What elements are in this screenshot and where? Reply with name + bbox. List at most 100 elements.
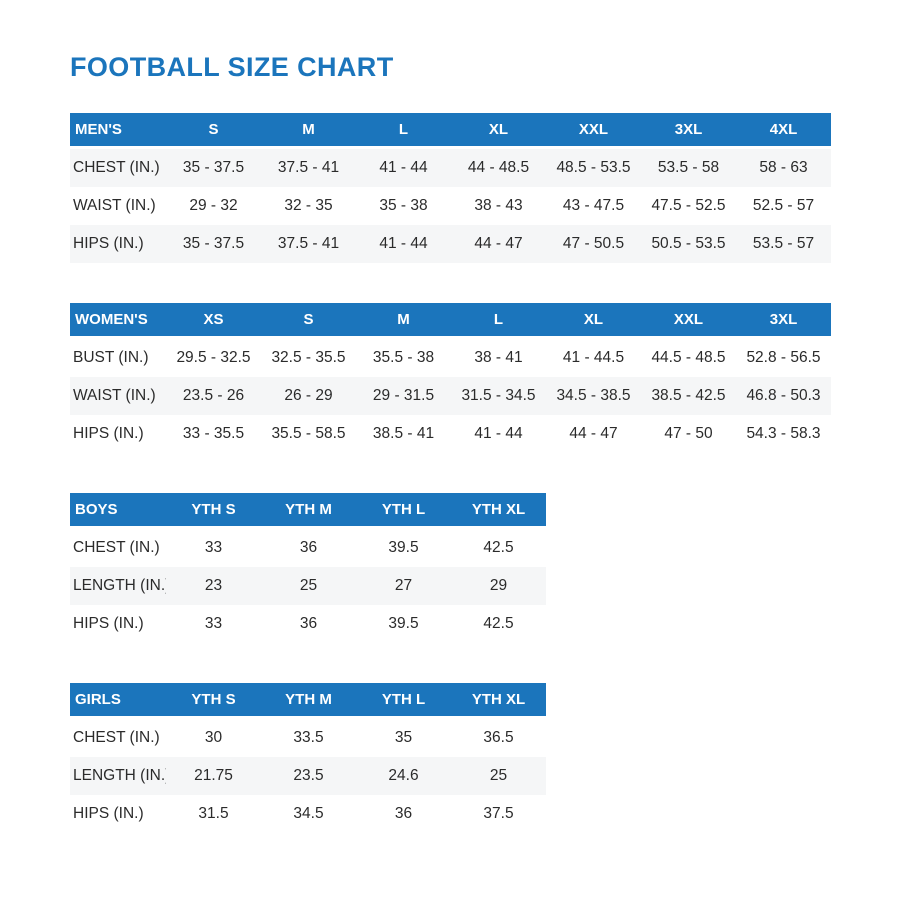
page-title: FOOTBALL SIZE CHART [70, 52, 394, 82]
size-header-cell: YTH S [191, 691, 236, 709]
value-cell: 36 [299, 615, 318, 633]
row-label: HIPS (IN.) [73, 805, 144, 823]
row-label: WAIST (IN.) [73, 197, 156, 215]
value-cell: 37.5 - 41 [277, 235, 340, 253]
value-cell: 31.5 [198, 805, 229, 823]
boys-group-label: BOYS [75, 501, 118, 519]
table-row: WAIST (IN.) 23.5 - 26 26 - 29 29 - 31.5 31.5… [70, 377, 831, 416]
value-cell: 44 - 48.5 [467, 159, 530, 177]
row-label: BUST (IN.) [73, 349, 149, 367]
womens-header-row: WOMEN'S XS S M L XL XXL 3XL [70, 303, 831, 337]
value-cell: 47.5 - 52.5 [651, 197, 726, 215]
value-cell: 29 - 32 [189, 197, 238, 215]
value-cell: 41 - 44.5 [562, 349, 625, 367]
table-row: WAIST (IN.) 29 - 32 32 - 35 35 - 38 38 - 43 4… [70, 187, 831, 225]
value-cell: 52.5 - 57 [752, 197, 815, 215]
row-label: LENGTH (IN.) [73, 767, 166, 785]
value-cell: 37.5 [483, 805, 514, 823]
girls-size-table: GIRLS YTH S YTH M YTH L YTH XL CHEST (IN.) 30 3… [70, 683, 546, 833]
value-cell: 39.5 [388, 539, 419, 557]
size-header-cell: L [493, 311, 504, 329]
value-cell: 26 - 29 [284, 387, 333, 405]
value-cell: 38.5 - 41 [372, 425, 435, 443]
value-cell: 33 [204, 615, 223, 633]
value-cell: 47 - 50.5 [562, 235, 625, 253]
value-cell: 25 [299, 577, 318, 595]
table-row: HIPS (IN.) 33 - 35.5 35.5 - 58.5 38.5 - 41 4… [70, 415, 831, 453]
value-cell: 29 [489, 577, 508, 595]
womens-group-label: WOMEN'S [75, 311, 148, 329]
row-label: HIPS (IN.) [73, 425, 144, 443]
value-cell: 30 [204, 729, 223, 747]
table-row: HIPS (IN.) 35 - 37.5 37.5 - 41 41 - 44 44 - … [70, 225, 831, 264]
value-cell: 27 [394, 577, 413, 595]
value-cell: 58 - 63 [759, 159, 808, 177]
table-row: CHEST (IN.) 30 33.5 35 36.5 [70, 719, 546, 757]
value-cell: 38 - 43 [474, 197, 523, 215]
size-header-cell: YTH L [381, 501, 426, 519]
value-cell: 44 - 47 [569, 425, 618, 443]
value-cell: 33 [204, 539, 223, 557]
value-cell: 35 - 37.5 [182, 159, 245, 177]
boys-header-row: BOYS YTH S YTH M YTH L YTH XL [70, 493, 546, 527]
value-cell: 31.5 - 34.5 [461, 387, 536, 405]
value-cell: 35 - 37.5 [182, 235, 245, 253]
value-cell: 33.5 [293, 729, 324, 747]
value-cell: 47 - 50 [664, 425, 713, 443]
value-cell: 41 - 44 [379, 235, 428, 253]
value-cell: 32.5 - 35.5 [271, 349, 346, 367]
value-cell: 46.8 - 50.3 [746, 387, 821, 405]
boys-size-table: BOYS YTH S YTH M YTH L YTH XL CHEST (IN.) 33 36… [70, 493, 546, 643]
tables-container: MEN'S S M L XL XXL 3XL 4XL CHEST (IN.) 35 - 37.5 3… [70, 113, 900, 833]
value-cell: 35.5 - 38 [372, 349, 435, 367]
value-cell: 50.5 - 53.5 [651, 235, 726, 253]
size-header-cell: XS [203, 311, 224, 329]
size-chart-page: FOOTBALL SIZE CHART MEN'S S M L XL XXL 3XL 4XL C… [70, 52, 900, 833]
size-header-cell: YTH XL [471, 501, 526, 519]
row-label: CHEST (IN.) [73, 729, 160, 747]
value-cell: 25 [489, 767, 508, 785]
value-cell: 23 [204, 577, 223, 595]
size-header-cell: YTH L [381, 691, 426, 709]
value-cell: 33 - 35.5 [182, 425, 245, 443]
size-header-cell: M [302, 121, 315, 139]
value-cell: 41 - 44 [474, 425, 523, 443]
size-header-cell: L [398, 121, 409, 139]
row-label: CHEST (IN.) [73, 539, 160, 557]
size-header-cell: XL [488, 121, 509, 139]
row-label: WAIST (IN.) [73, 387, 156, 405]
value-cell: 44 - 47 [474, 235, 523, 253]
value-cell: 36 [394, 805, 413, 823]
value-cell: 39.5 [388, 615, 419, 633]
value-cell: 42.5 [483, 539, 514, 557]
row-label: LENGTH (IN.) [73, 577, 166, 595]
value-cell: 38.5 - 42.5 [651, 387, 726, 405]
size-header-cell: YTH S [191, 501, 236, 519]
table-row: LENGTH (IN.) 23 25 27 29 [70, 567, 546, 606]
girls-group-label: GIRLS [75, 691, 121, 709]
value-cell: 41 - 44 [379, 159, 428, 177]
value-cell: 23.5 - 26 [182, 387, 245, 405]
row-label: HIPS (IN.) [73, 615, 144, 633]
value-cell: 52.8 - 56.5 [746, 349, 821, 367]
value-cell: 48.5 - 53.5 [556, 159, 631, 177]
size-header-cell: 3XL [674, 121, 703, 139]
value-cell: 35 [394, 729, 413, 747]
value-cell: 42.5 [483, 615, 514, 633]
row-label: CHEST (IN.) [73, 159, 160, 177]
value-cell: 35 - 38 [379, 197, 428, 215]
table-row: BUST (IN.) 29.5 - 32.5 32.5 - 35.5 35.5 - 3… [70, 339, 831, 377]
value-cell: 29.5 - 32.5 [176, 349, 251, 367]
value-cell: 24.6 [388, 767, 419, 785]
value-cell: 38 - 41 [474, 349, 523, 367]
value-cell: 29 - 31.5 [372, 387, 435, 405]
value-cell: 36 [299, 539, 318, 557]
value-cell: 32 - 35 [284, 197, 333, 215]
size-header-cell: 4XL [769, 121, 798, 139]
size-header-cell: S [208, 121, 219, 139]
size-header-cell: M [397, 311, 410, 329]
table-row: CHEST (IN.) 33 36 39.5 42.5 [70, 529, 546, 567]
table-row: HIPS (IN.) 31.5 34.5 36 37.5 [70, 795, 546, 833]
size-header-cell: XL [583, 311, 604, 329]
mens-group-label: MEN'S [75, 121, 122, 139]
